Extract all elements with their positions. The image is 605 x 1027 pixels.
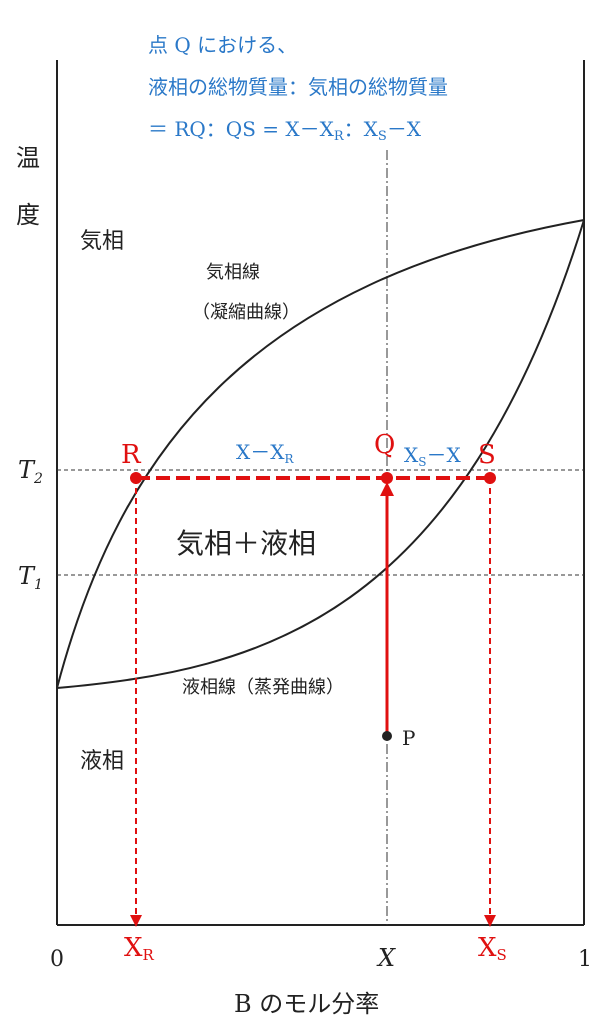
two-phase-region-label: 気相＋液相 xyxy=(176,527,316,560)
annotation-line3-end: －X xyxy=(387,117,422,141)
ylabel-char-2: 度 xyxy=(16,201,40,229)
xr-sub: R xyxy=(143,946,155,964)
annotation-line3-sub1: R xyxy=(334,129,345,144)
point-p-marker xyxy=(382,731,392,741)
xs-main: X xyxy=(478,933,497,963)
annotation-line3-sub2: S xyxy=(378,129,387,144)
point-q-marker xyxy=(381,472,393,484)
point-r-marker xyxy=(130,472,142,484)
point-s-marker xyxy=(484,472,496,484)
x-tick-x: X xyxy=(376,944,396,972)
xs-label: XS xyxy=(478,933,507,964)
vapor-line-label: 気相線 xyxy=(206,262,260,283)
x-tick-1: 1 xyxy=(578,947,592,972)
x-tick-0: 0 xyxy=(50,947,64,972)
t1-sub: 1 xyxy=(34,577,43,593)
vapor-region-label: 気相 xyxy=(80,229,124,254)
t2-label: T2 xyxy=(18,456,43,487)
rq-main: X－X xyxy=(236,440,285,464)
p-to-q-arrowhead xyxy=(380,482,394,496)
annotation-line-2: 液相の総物質量：気相の総物質量 xyxy=(148,75,448,99)
t2-sub: 2 xyxy=(33,471,43,487)
xr-main: X xyxy=(124,933,143,963)
point-q-label: Q xyxy=(374,430,395,460)
liquid-region-label: 液相 xyxy=(80,749,124,774)
rq-sub: R xyxy=(284,452,294,466)
t1-main: T xyxy=(18,562,36,590)
vapor-curve xyxy=(56,219,585,689)
xr-arrowhead xyxy=(130,915,142,927)
x-axis-label: B のモル分率 xyxy=(234,990,379,1018)
rq-segment-label: X－XR xyxy=(236,440,294,466)
point-p-label: P xyxy=(402,726,415,750)
annotation-line3-mid: ：X xyxy=(344,117,379,141)
qs-end: －X xyxy=(426,443,461,467)
xs-sub: S xyxy=(497,946,507,964)
qs-segment-label: XS－X xyxy=(404,443,461,469)
annotation-line-1: 点 Q における、 xyxy=(148,33,297,57)
xs-arrowhead xyxy=(484,915,496,927)
point-s-label: S xyxy=(478,440,496,470)
qs-main: X xyxy=(404,443,419,467)
xr-label: XR xyxy=(124,933,155,964)
liquid-curve xyxy=(56,219,585,689)
t1-label: T1 xyxy=(18,562,43,593)
liquid-line-label: 液相線（蒸発曲線） xyxy=(182,677,344,698)
point-r-label: R xyxy=(121,440,142,470)
annotation-line-3: ＝ RQ：QS = X－XR：XS－X xyxy=(148,117,422,144)
vapor-line-sublabel: （凝縮曲線） xyxy=(192,302,300,323)
ylabel-char-1: 温 xyxy=(16,144,40,172)
qs-sub: S xyxy=(418,455,426,469)
t2-main: T xyxy=(18,456,36,484)
annotation-line3-main: ＝ RQ：QS = X－X xyxy=(148,117,335,141)
